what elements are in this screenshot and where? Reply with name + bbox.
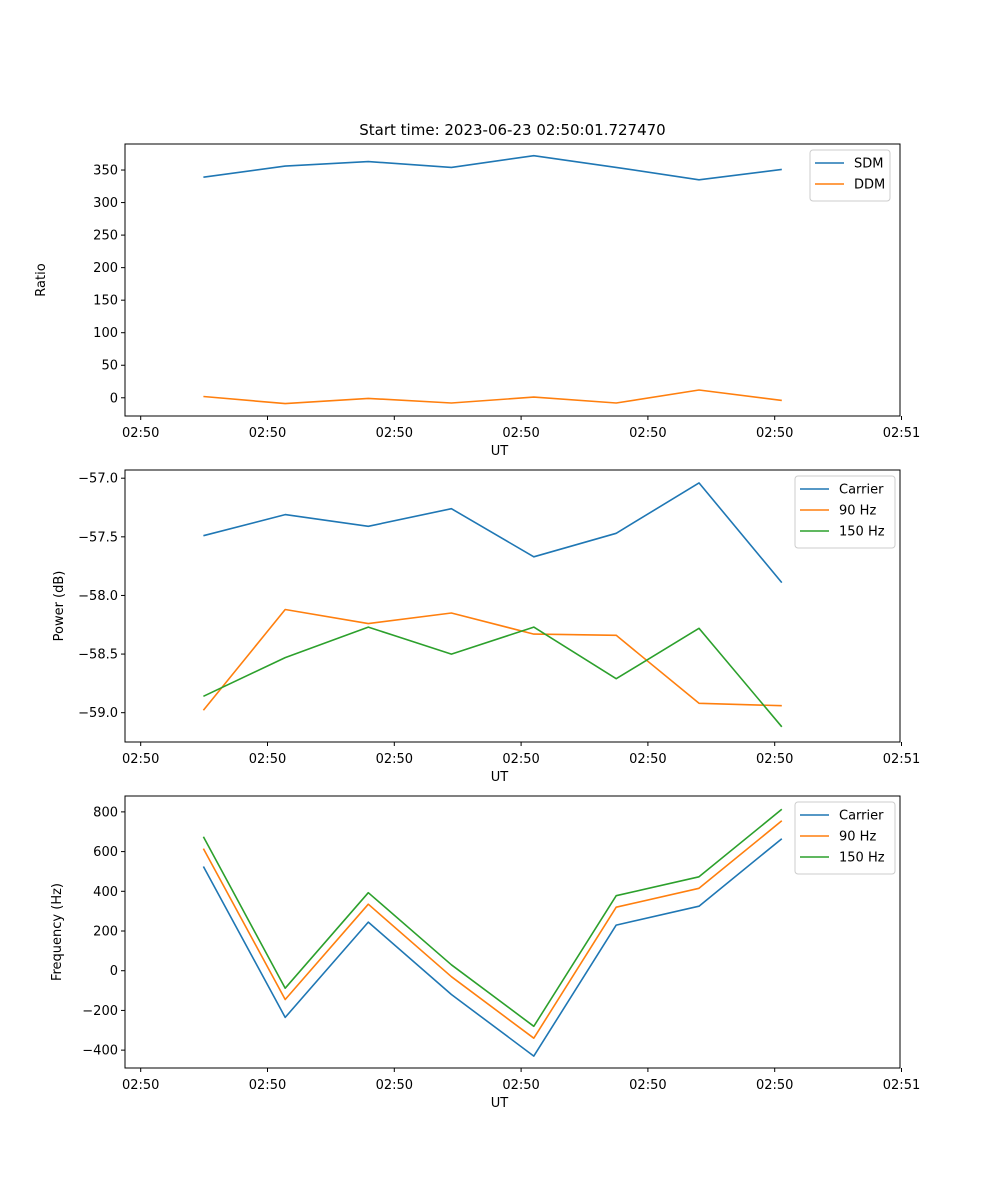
y-tick-label: 250 xyxy=(93,229,118,244)
x-tick-label: 02:50 xyxy=(502,752,539,767)
y-tick-label: −57.5 xyxy=(78,530,118,545)
x-tick-label: 02:50 xyxy=(249,426,286,441)
series-line-3 xyxy=(203,626,783,728)
legend-label: Carrier xyxy=(839,483,884,498)
y-tick-label: 600 xyxy=(93,845,118,860)
x-tick-label: 02:50 xyxy=(756,752,793,767)
y-axis-label: Ratio xyxy=(34,263,49,296)
legend-box xyxy=(794,801,896,875)
x-tick-label: 02:50 xyxy=(629,426,666,441)
y-tick-label: 50 xyxy=(101,359,118,374)
panel-3: −400 −200 0 200 400 600 800 02:50 02:50 02:50 02:5… xyxy=(50,795,920,1111)
legend: Carrier 90 Hz 150 Hz xyxy=(794,475,896,549)
y-tick-label: −57.0 xyxy=(78,472,118,487)
x-axis-label: UT xyxy=(491,1096,509,1111)
legend-label: 90 Hz xyxy=(839,830,876,845)
x-tick-label: 02:50 xyxy=(502,1078,539,1093)
y-axis-label: Frequency (Hz) xyxy=(50,883,65,981)
series-line-1 xyxy=(203,154,782,181)
y-tick-label: −58.0 xyxy=(78,589,118,604)
x-tick-label: 02:51 xyxy=(883,752,920,767)
y-tick-label: −200 xyxy=(82,1004,118,1019)
series-line-2 xyxy=(202,608,782,711)
x-tick-label: 02:50 xyxy=(502,426,539,441)
y-tick-label: 0 xyxy=(110,964,118,979)
x-tick-label: 02:50 xyxy=(249,752,286,767)
y-tick-label: 200 xyxy=(93,261,118,276)
x-tick-label: 02:50 xyxy=(756,426,793,441)
legend-label: DDM xyxy=(854,178,885,193)
x-axis-label: UT xyxy=(491,770,509,785)
x-tick-label: 02:50 xyxy=(756,1078,793,1093)
series-line-2 xyxy=(203,389,782,405)
x-tick-label: 02:50 xyxy=(629,1078,666,1093)
series-line-3 xyxy=(202,808,783,1028)
x-tick-label: 02:51 xyxy=(883,426,920,441)
x-tick-label: 02:50 xyxy=(249,1078,286,1093)
y-tick-label: 150 xyxy=(93,294,118,309)
x-tick-label: 02:50 xyxy=(122,426,159,441)
y-tick-label: 800 xyxy=(93,805,118,820)
y-tick-label: −400 xyxy=(82,1044,118,1059)
y-tick-label: 350 xyxy=(93,164,118,179)
y-axis-label: Power (dB) xyxy=(52,571,67,642)
panel-2: −59.0 −58.5 −58.0 −57.5 −57.0 02:50 02:50 02:50… xyxy=(52,469,920,785)
legend-label: Carrier xyxy=(839,809,884,824)
series-line-1 xyxy=(202,838,783,1057)
x-tick-label: 02:50 xyxy=(122,1078,159,1093)
x-tick-label: 02:50 xyxy=(376,752,413,767)
y-tick-label: 0 xyxy=(110,391,118,406)
x-axis-label: UT xyxy=(491,444,509,459)
y-tick-label: 300 xyxy=(93,196,118,211)
axes-frame xyxy=(124,469,901,743)
series-line-1 xyxy=(203,482,783,584)
x-tick-label: 02:50 xyxy=(376,426,413,441)
y-tick-label: 200 xyxy=(93,925,118,940)
legend-label: 150 Hz xyxy=(839,851,885,866)
panel-1: Start time: 2023-06-23 02:50:01.727470 0 5… xyxy=(34,121,920,459)
x-tick-label: 02:50 xyxy=(122,752,159,767)
legend: SDM DDM xyxy=(809,149,891,202)
legend-label: SDM xyxy=(854,157,883,172)
legend-label: 90 Hz xyxy=(839,504,876,519)
x-tick-label: 02:51 xyxy=(883,1078,920,1093)
legend-box xyxy=(794,475,896,549)
y-tick-label: −59.0 xyxy=(78,706,118,721)
x-tick-label: 02:50 xyxy=(629,752,666,767)
series-line-2 xyxy=(202,820,783,1039)
legend-label: 150 Hz xyxy=(839,525,885,540)
chart-title: Start time: 2023-06-23 02:50:01.727470 xyxy=(359,121,665,139)
axes-frame xyxy=(124,795,901,1069)
axes-frame xyxy=(124,143,901,417)
legend: Carrier 90 Hz 150 Hz xyxy=(794,801,896,875)
y-tick-label: 400 xyxy=(93,885,118,900)
y-tick-label: 100 xyxy=(93,326,118,341)
y-tick-label: −58.5 xyxy=(78,648,118,663)
x-tick-label: 02:50 xyxy=(376,1078,413,1093)
